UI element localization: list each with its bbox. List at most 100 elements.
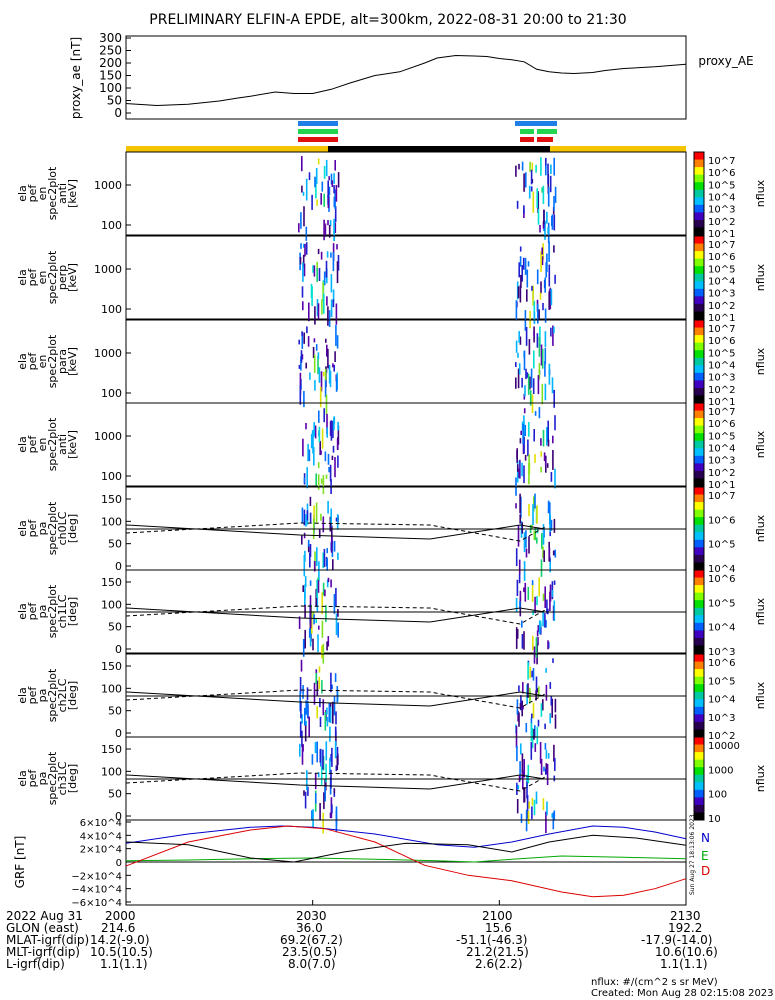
colorbar-band [694, 243, 704, 252]
spectrogram-pixel [314, 306, 316, 325]
spectrogram-tick-label: 0 [115, 643, 122, 656]
colorbar-band [694, 562, 704, 571]
spectrogram-pixel [329, 726, 331, 742]
spectrogram-ylabel: anti [56, 183, 69, 204]
spectrogram-pixel [325, 474, 328, 479]
spectrogram-pixel [307, 786, 309, 796]
spectrogram-pixel [315, 618, 317, 623]
colorbar-band [694, 600, 704, 609]
spectrogram-pixel [332, 445, 335, 453]
spectrogram-pixel [327, 636, 330, 647]
spectrogram-pixel [315, 502, 318, 523]
spectrogram-pixel [530, 723, 533, 742]
spectrogram-pixel [333, 540, 336, 552]
spectrogram-pixel [302, 744, 304, 752]
colorbar-band [694, 433, 704, 442]
spectrogram-pixel [536, 269, 539, 285]
spectrogram-pixel [547, 163, 549, 185]
spectrogram-pixel [543, 766, 545, 772]
spectrogram-pixel [518, 331, 520, 343]
spectrogram-tick-label: 50 [108, 538, 122, 551]
colorbar-band [694, 494, 704, 503]
spectrogram-pixel [307, 336, 310, 347]
spectrogram-pixel [327, 577, 330, 583]
spectrogram-pixel [325, 394, 328, 415]
spectrogram-pixel [519, 246, 522, 252]
spectrogram-pixel [550, 472, 553, 482]
anti-loss-cone-line [125, 522, 546, 542]
spectrogram-pixel [526, 795, 529, 812]
spectrogram-pixel [336, 755, 339, 770]
spectrogram-pixel [335, 377, 338, 392]
spectrogram-frame [125, 319, 687, 404]
spectrogram-pixel [326, 557, 328, 571]
spectrogram-pixel [550, 327, 552, 337]
spectrogram-pixel [519, 761, 521, 781]
spectrogram-pixel [523, 532, 526, 553]
spectrogram-pixel [331, 525, 333, 546]
spectrogram-ylabel: spec2plot [46, 417, 59, 471]
spectrogram-pixel [301, 507, 304, 523]
spectrogram-pixel [540, 344, 543, 366]
colorbar-frame [693, 235, 705, 320]
spectrogram-pixel [532, 191, 535, 213]
spectrogram-pixel [329, 516, 332, 532]
spectrogram-pixel [330, 252, 332, 258]
spectrogram-pixel [330, 508, 332, 524]
colorbar-label: nflux [754, 764, 767, 792]
spectrogram-pixel [320, 513, 322, 521]
spectrogram-pixel [309, 496, 312, 506]
colorbar-band [694, 303, 704, 312]
spectrogram-pixel [328, 310, 331, 327]
colorbar-band [694, 273, 704, 282]
spectrogram-ylabel: ela [16, 436, 29, 453]
spectrogram-pixel [307, 543, 310, 553]
spectrogram-pixel [301, 286, 304, 298]
colorbar-tick-label: 10^1 [708, 397, 735, 408]
proxy-ae-tick-label: 0 [114, 106, 122, 120]
colorbar: 10^710^610^5 10^410^310^210^1 nflux [693, 235, 767, 324]
spectrogram-tick-label: 100 [101, 303, 122, 316]
spectrogram-pixel [336, 514, 339, 530]
spectrogram-pixel [323, 293, 325, 314]
spectrogram-pixel [316, 199, 318, 206]
grf-tick-label: −6×10^4 [71, 898, 122, 909]
colorbar-band [694, 167, 704, 176]
colorbar-band [694, 645, 704, 654]
spectrogram-pixel [531, 583, 534, 602]
colorbar-band [694, 752, 704, 761]
spectrogram-pixel [306, 701, 309, 717]
spectrogram-pixel [552, 325, 554, 346]
spectrogram-pixel [515, 165, 517, 177]
colorbar-tick-label: 10^2 [708, 385, 735, 396]
spectrogram-pixel [335, 730, 337, 746]
spectrogram-pixel [298, 223, 300, 233]
spectrogram-pixel [329, 464, 332, 482]
spectrogram-pixel [315, 672, 317, 685]
spectrogram-pixel [323, 408, 325, 423]
spectrogram-pixel [549, 175, 552, 193]
spectrogram-pixel [523, 408, 526, 414]
colorbar-tick-label: 10^6 [708, 419, 735, 430]
colorbar-band [694, 744, 704, 753]
colorbar: 10^6 10^5 10^4 10^3 nflux [693, 569, 767, 658]
info-row-mlat-label: MLAT-igrf(dip) [6, 933, 90, 947]
spectrogram-pixel [531, 394, 534, 414]
spectrogram-pixel [327, 220, 329, 226]
grf-label-d: D [701, 864, 710, 878]
spectrogram-pixel [334, 457, 336, 478]
spectrogram-pixel [542, 699, 544, 711]
spectrogram-pixel [549, 287, 552, 310]
spectrogram-ylabel: [deg] [66, 514, 79, 543]
colorbar-band [694, 554, 704, 563]
info-time-2: 2100 [482, 909, 513, 923]
spectrogram-pixel [544, 459, 547, 467]
spectrogram-pixel [303, 263, 306, 277]
spectrogram-ylabel: perp [56, 265, 69, 290]
spectrogram-pixel [539, 620, 542, 628]
spectrogram-pixel [333, 218, 335, 241]
spectrogram-pixel [535, 690, 537, 701]
spectrogram-pixel [318, 676, 321, 690]
